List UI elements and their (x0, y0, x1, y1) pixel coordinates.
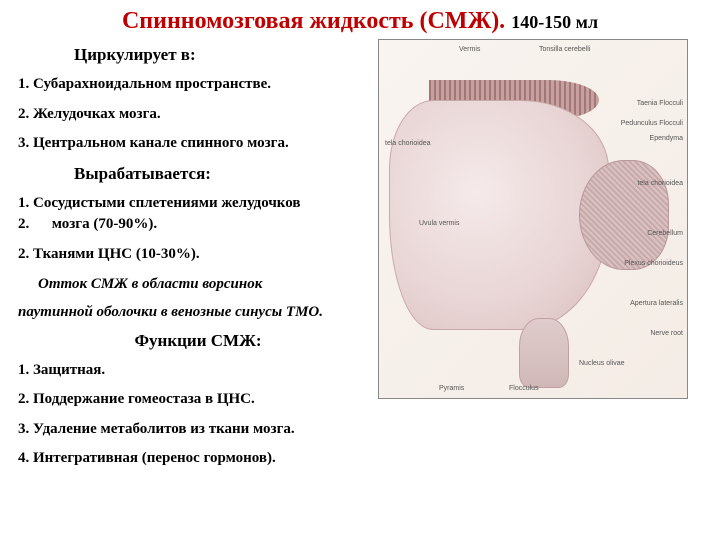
fig-label: Cerebellum (647, 230, 683, 237)
fig-label: Pyramis (439, 385, 464, 392)
fig-label: Ependyma (650, 135, 683, 142)
fig-label: tela chorioidea (385, 140, 431, 147)
outflow-line2: паутинной оболочки в венозные синусы ТМО… (18, 302, 378, 322)
section3-item: 4. Интегративная (перенос гормонов). (18, 449, 378, 469)
fig-label: Uvula vermis (419, 220, 459, 227)
brainstem-shape (519, 318, 569, 388)
fig-label: Flocculus (509, 385, 539, 392)
title-main: Спинномозговая жидкость (СМЖ). (122, 8, 505, 34)
section3-item: 3. Удаление метаболитов из ткани мозга. (18, 420, 378, 440)
section3-item: 2. Поддержание гомеостаза в ЦНС. (18, 390, 378, 410)
text-column: Циркулирует в: 1. Субарахноидальном прос… (18, 39, 378, 479)
section2-item2: 2. Тканями ЦНС (10-30%). (18, 245, 378, 265)
fig-label: Vermis (459, 46, 480, 53)
section1-item: 1. Субарахноидальном пространстве. (18, 75, 378, 95)
slide-title: Спинномозговая жидкость (СМЖ). 140-150 м… (0, 0, 720, 35)
fig-label: Nucleus olivae (579, 360, 625, 367)
fig-label: Pedunculus Flocculi (621, 120, 683, 127)
section3-item: 1. Защитная. (18, 361, 378, 381)
cerebellum-shape (579, 160, 669, 270)
fig-label: Tonsilla cerebelli (539, 46, 590, 53)
fig-label: Nerve root (650, 330, 683, 337)
figure-column: Vermis Tonsilla cerebelli Taenia Floccul… (378, 39, 698, 479)
content-area: Циркулирует в: 1. Субарахноидальном прос… (0, 35, 720, 479)
section3-heading: Функции СМЖ: (18, 331, 378, 351)
anatomical-figure: Vermis Tonsilla cerebelli Taenia Floccul… (378, 39, 688, 399)
title-volume: 140-150 мл (511, 12, 598, 32)
fig-label: tela chorioidea (637, 180, 683, 187)
section1-item: 2. Желудочках мозга. (18, 105, 378, 125)
section1-heading: Циркулирует в: (18, 45, 378, 65)
section1-item: 3. Центральном канале спинного мозга. (18, 134, 378, 154)
fig-label: Plexus chorioideus (624, 260, 683, 267)
section2-heading: Вырабатывается: (18, 164, 378, 184)
fig-label: Apertura lateralis (630, 300, 683, 307)
section2-item1a: 1. Сосудистыми сплетениями желудочков (18, 194, 378, 214)
fig-label: Taenia Flocculi (637, 100, 683, 107)
section2-item1b: 2. мозга (70-90%). (18, 215, 378, 235)
outflow-line1: Отток СМЖ в области ворсинок (18, 274, 378, 294)
brain-shape (389, 100, 609, 330)
